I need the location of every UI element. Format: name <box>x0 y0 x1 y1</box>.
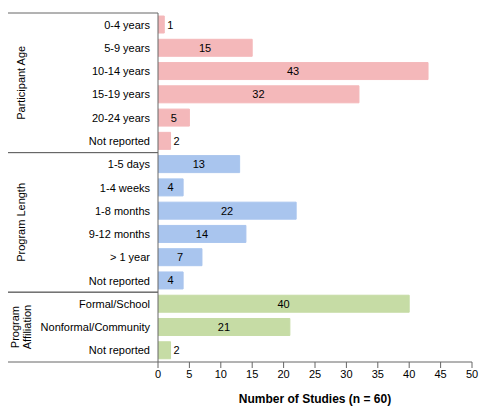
svg-text:Not reported: Not reported <box>89 275 150 287</box>
svg-text:10-14 years: 10-14 years <box>92 65 151 77</box>
svg-text:22: 22 <box>221 205 233 217</box>
svg-text:40: 40 <box>277 298 289 310</box>
svg-text:1-5 days: 1-5 days <box>108 158 151 170</box>
svg-text:9-12 months: 9-12 months <box>89 228 151 240</box>
svg-text:5: 5 <box>186 368 192 380</box>
svg-text:Not reported: Not reported <box>89 135 150 147</box>
svg-text:30: 30 <box>340 368 352 380</box>
svg-text:0: 0 <box>155 368 161 380</box>
svg-text:5: 5 <box>171 112 177 124</box>
svg-text:2: 2 <box>174 135 180 147</box>
svg-text:43: 43 <box>287 65 299 77</box>
svg-text:21: 21 <box>218 321 230 333</box>
svg-text:35: 35 <box>372 368 384 380</box>
svg-text:Participant Age: Participant Age <box>15 46 27 120</box>
svg-text:40: 40 <box>403 368 415 380</box>
svg-text:1-8 months: 1-8 months <box>95 205 151 217</box>
svg-text:20-24 years: 20-24 years <box>92 112 151 124</box>
svg-text:4: 4 <box>167 181 173 193</box>
svg-text:13: 13 <box>193 158 205 170</box>
svg-text:5-9 years: 5-9 years <box>104 42 150 54</box>
svg-text:0-4 years: 0-4 years <box>104 19 150 31</box>
svg-text:Formal/School: Formal/School <box>79 298 150 310</box>
svg-text:ProgramAffiliation: ProgramAffiliation <box>9 305 33 349</box>
svg-text:Program Length: Program Length <box>15 183 27 262</box>
svg-text:2: 2 <box>174 344 180 356</box>
svg-text:4: 4 <box>167 274 173 286</box>
svg-text:1: 1 <box>167 19 173 31</box>
svg-text:7: 7 <box>177 251 183 263</box>
svg-text:Not reported: Not reported <box>89 344 150 356</box>
svg-text:10: 10 <box>215 368 227 380</box>
svg-text:20: 20 <box>277 368 289 380</box>
svg-text:25: 25 <box>309 368 321 380</box>
svg-text:50: 50 <box>466 368 478 380</box>
svg-text:32: 32 <box>252 88 264 100</box>
svg-text:14: 14 <box>196 228 208 240</box>
svg-text:15: 15 <box>199 42 211 54</box>
svg-text:45: 45 <box>434 368 446 380</box>
svg-text:Number of Studies (n = 60): Number of Studies (n = 60) <box>239 392 391 406</box>
svg-text:15-19 years: 15-19 years <box>92 88 151 100</box>
svg-text:> 1 year: > 1 year <box>110 251 150 263</box>
svg-text:15: 15 <box>246 368 258 380</box>
svg-text:Nonformal/Community: Nonformal/Community <box>41 321 151 333</box>
svg-text:1-4 weeks: 1-4 weeks <box>100 182 151 194</box>
